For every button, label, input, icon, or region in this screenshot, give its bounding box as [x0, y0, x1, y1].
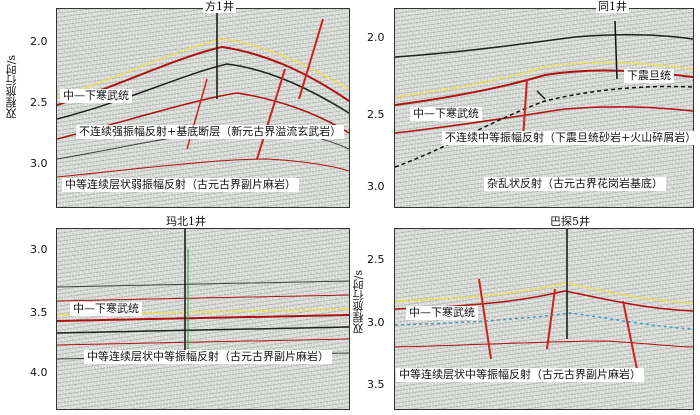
well-label: 玛北1井 [164, 215, 208, 228]
y-axis-label: 双程旅行时/s [5, 55, 18, 120]
seismic-overlay [395, 229, 693, 380]
reflection-label: 中等连续层状中等振幅反射（古元古界副片麻岩） [396, 368, 644, 382]
reflection-label: 不连续中等振幅反射（下震旦统砂岩+火山碎屑岩） [442, 131, 700, 145]
reflection-label: 杂乱状反射（古元古界花岗岩基底） [484, 177, 666, 191]
tick-label: 3.0 [30, 243, 48, 256]
y-axis-label: 双程旅行时/s [352, 270, 365, 335]
tick-label: 3.0 [367, 180, 385, 193]
reflection-label: 中等连续层状中等振幅反射（古元古界副片麻岩） [84, 350, 332, 364]
tick-label: 3.5 [367, 378, 385, 391]
formation-label: 中—下寒武统 [60, 89, 132, 103]
tick-label: 2.5 [367, 108, 385, 121]
formation-label: 中—下寒武统 [406, 306, 478, 320]
tick-label: 2.0 [30, 35, 48, 48]
seismic-section [394, 8, 694, 208]
tick-label: 4.0 [30, 366, 48, 379]
formation-label: 中—下寒武统 [70, 302, 142, 316]
tick-label: 2.5 [367, 253, 385, 266]
tick-label: 2.5 [30, 96, 48, 109]
tick-label: 3.0 [30, 157, 48, 170]
tick-label: 3.5 [30, 306, 48, 319]
tick-label: 2.0 [367, 31, 385, 44]
seismic-section [56, 228, 350, 410]
seismic-overlay [57, 229, 349, 360]
formation-label: 下震旦统 [624, 69, 674, 83]
well-label: 巴探5井 [548, 215, 592, 228]
well-label: 同1井 [596, 0, 629, 13]
tick-label: 3.0 [367, 316, 385, 329]
reflection-label: 不连续强振幅反射+基底断层（新元古界溢流玄武岩） [76, 125, 345, 139]
formation-label: 中—下寒武统 [410, 107, 482, 121]
well-label: 方1井 [203, 0, 236, 13]
reflection-label: 中等连续层状弱振幅反射（古元古界副片麻岩） [62, 178, 299, 192]
